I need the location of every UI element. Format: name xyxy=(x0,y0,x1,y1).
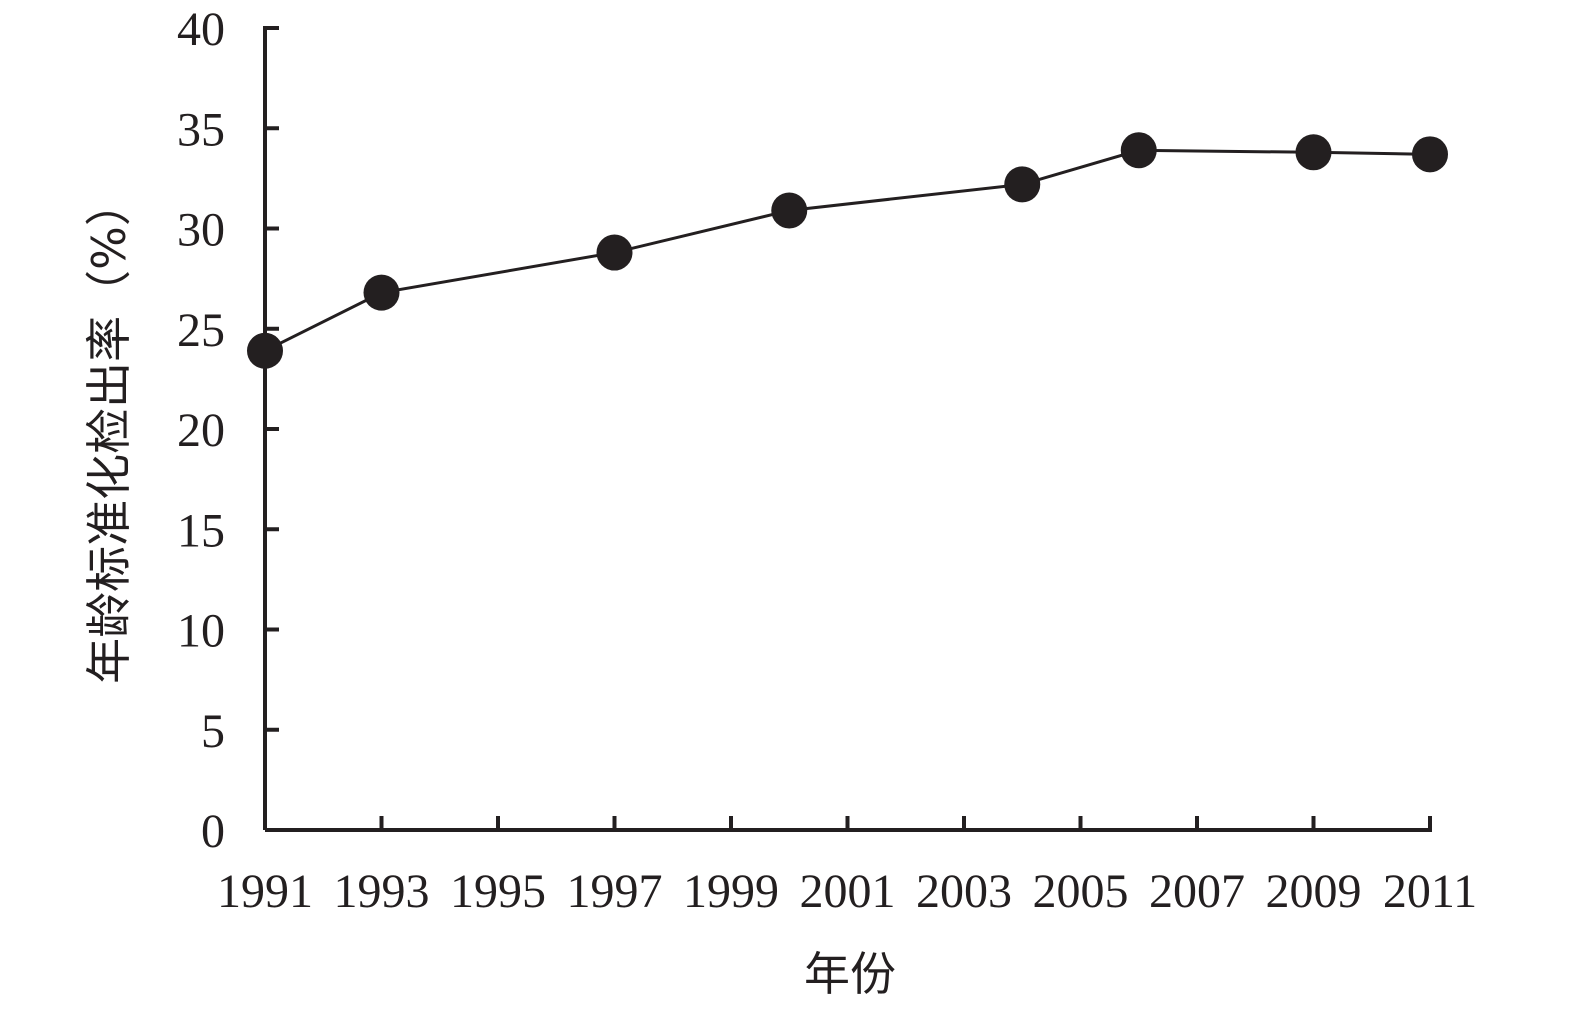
y-tick-label: 30 xyxy=(177,204,225,257)
series-group xyxy=(247,132,1448,369)
x-tick-label: 2011 xyxy=(1383,865,1477,918)
data-point xyxy=(247,332,283,369)
x-tick-label: 2009 xyxy=(1266,865,1362,918)
y-axis-title: 年龄标准化检出率（%） xyxy=(82,180,136,684)
x-tick-label: 1993 xyxy=(334,865,430,918)
data-point xyxy=(363,274,400,311)
axes: 0 5 10 15 20 25 30 35 40 1991 1993 1995 1997 1999 2001… xyxy=(177,3,1477,918)
y-tick-label: 35 xyxy=(177,103,225,156)
data-point xyxy=(1120,132,1157,169)
y-tick-label: 5 xyxy=(201,705,225,758)
series-line xyxy=(264,148,1431,353)
x-tick-label: 1991 xyxy=(217,865,313,918)
x-tick-label: 1999 xyxy=(683,865,779,918)
data-point xyxy=(1412,136,1448,173)
y-tick-label: 40 xyxy=(177,3,225,56)
y-tick-label: 10 xyxy=(177,605,225,658)
x-tick-label: 2003 xyxy=(916,865,1012,918)
x-axis-title: 年份 xyxy=(804,947,896,1001)
y-tick-label: 0 xyxy=(201,805,225,858)
x-tick-label: 1995 xyxy=(450,865,546,918)
x-tick-label: 2005 xyxy=(1033,865,1129,918)
y-tick-label: 20 xyxy=(177,404,225,457)
x-tick-label: 2001 xyxy=(800,865,896,918)
x-tick-label: 2007 xyxy=(1149,865,1245,918)
data-point xyxy=(771,192,808,229)
y-tick-label: 25 xyxy=(177,304,225,357)
data-point xyxy=(596,234,633,271)
x-tick-label: 1997 xyxy=(567,865,663,918)
data-point xyxy=(1295,134,1332,171)
y-tick-label: 15 xyxy=(177,504,225,557)
data-point xyxy=(1004,166,1041,203)
